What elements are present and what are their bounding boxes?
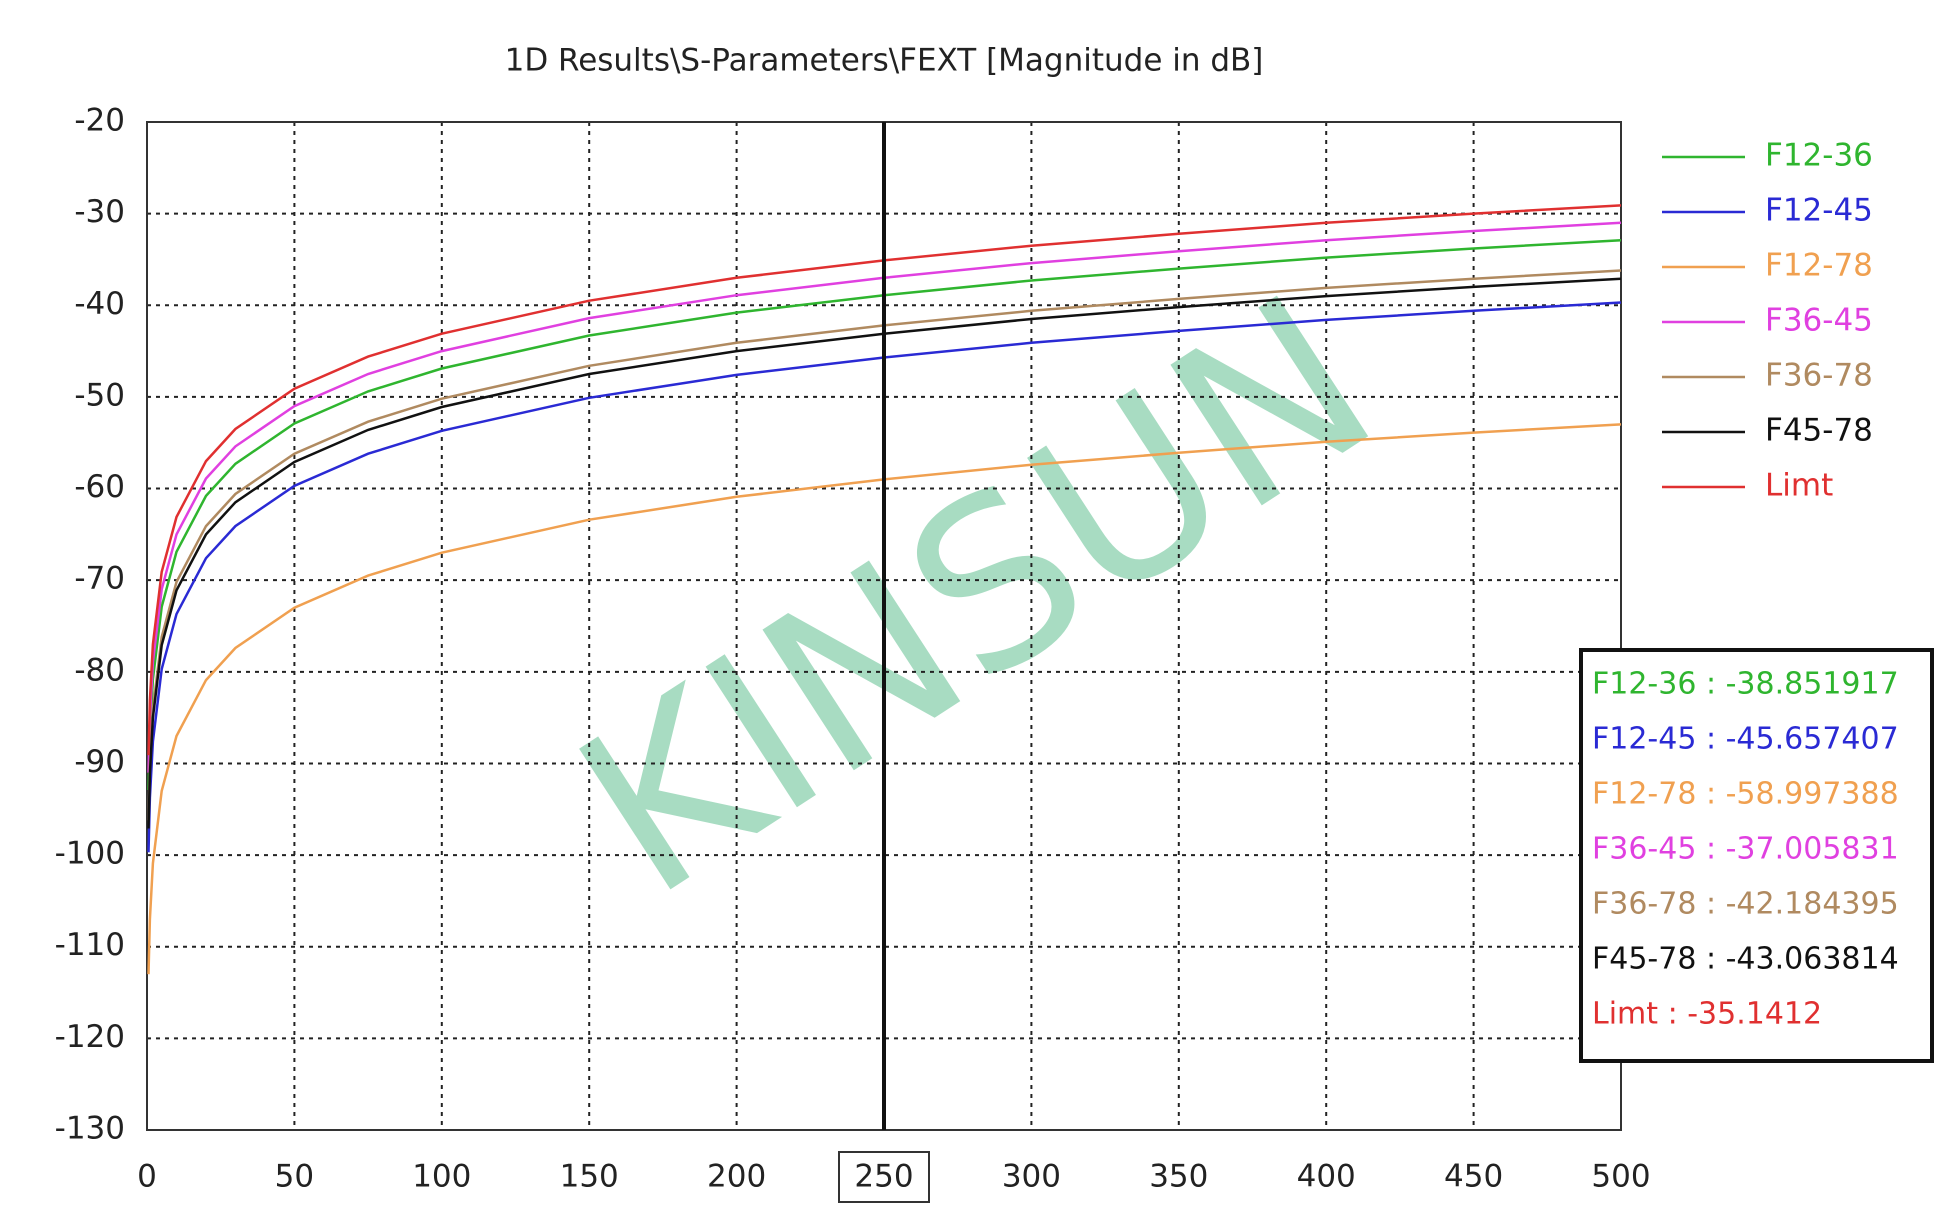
legend-label: F36-45 (1765, 303, 1873, 339)
series-line (147, 277, 1622, 829)
series-line (147, 221, 1622, 773)
watermark: KINSUN (536, 246, 1417, 948)
x-tick-label: 100 (412, 1159, 471, 1195)
x-tick-label: 0 (137, 1159, 157, 1195)
readout-box (1579, 648, 1934, 1063)
readout-text: F45-78 : -43.063814 (1592, 942, 1899, 977)
series-line (147, 238, 1622, 791)
legend-label: F12-78 (1765, 248, 1873, 284)
y-tick-label: -70 (74, 561, 125, 597)
series-line (147, 204, 1622, 756)
y-tick-label: -80 (74, 652, 125, 688)
legend-label: Limt (1765, 468, 1833, 504)
readout-text: F12-45 : -45.657407 (1592, 722, 1899, 757)
x-tick-label: 250 (854, 1159, 913, 1195)
x-tick-label: 50 (275, 1159, 314, 1195)
x-tick-label: 150 (560, 1159, 619, 1195)
y-tick-label: -100 (55, 836, 125, 872)
legend-label: F45-78 (1765, 413, 1873, 449)
x-tick-label: 300 (1002, 1159, 1061, 1195)
series-line (147, 301, 1622, 853)
legend-label: F36-78 (1765, 358, 1873, 394)
y-tick-label: -30 (74, 194, 125, 230)
readout-text: F36-78 : -42.184395 (1592, 887, 1899, 922)
readout-text: F36-45 : -37.005831 (1592, 832, 1899, 867)
x-tick-label: 200 (707, 1159, 766, 1195)
y-tick-label: -50 (74, 377, 125, 413)
y-tick-label: -90 (74, 744, 125, 780)
x-tick-label: 350 (1149, 1159, 1208, 1195)
marker-label-box (838, 1151, 930, 1203)
y-tick-label: -40 (74, 286, 125, 322)
series-line (147, 423, 1622, 975)
y-tick-label: -60 (74, 469, 125, 505)
chart-title: 1D Results\S-Parameters\FEXT [Magnitude … (505, 43, 1264, 79)
readout-text: F12-78 : -58.997388 (1592, 777, 1899, 812)
x-tick-label: 450 (1444, 1159, 1503, 1195)
y-tick-label: -110 (55, 927, 125, 963)
readout-text: F12-36 : -38.851917 (1592, 667, 1899, 702)
y-tick-label: -20 (74, 103, 125, 139)
x-tick-label: 400 (1297, 1159, 1356, 1195)
readout-text: Limt : -35.1412 (1592, 997, 1822, 1032)
x-tick-label: 500 (1591, 1159, 1650, 1195)
y-tick-label: -120 (55, 1019, 125, 1055)
y-tick-label: -130 (55, 1111, 125, 1147)
legend-label: F12-45 (1765, 193, 1873, 229)
legend-label: F12-36 (1765, 138, 1873, 174)
